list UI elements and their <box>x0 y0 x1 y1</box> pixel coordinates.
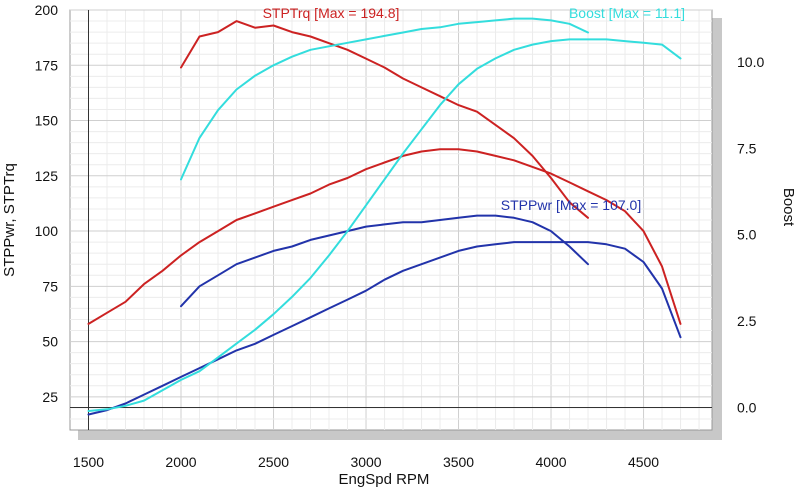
y-tick-label: 125 <box>35 168 59 184</box>
x-tick-label: 2000 <box>165 454 196 470</box>
y-tick-label: 150 <box>35 113 59 129</box>
y2-tick-label: 10.0 <box>737 54 764 70</box>
y-axis-title: STPPwr, STPTrq <box>1 163 18 277</box>
x-axis-title: EngSpd RPM <box>339 471 430 488</box>
x-tick-label: 1500 <box>73 454 104 470</box>
tick-labels: 1500 2000 2500 3000 3500 4000 4500 25 50 75 100 125… <box>35 2 765 470</box>
series-line-boost-run-2 <box>87 38 682 412</box>
series-line-stppwr <box>180 214 589 308</box>
y2-tick-label: 2.5 <box>737 313 757 329</box>
x-tick-label: 3500 <box>443 454 474 470</box>
y2-tick-label: 5.0 <box>737 227 757 243</box>
y2-tick-label: 7.5 <box>737 140 757 156</box>
y-tick-label: 75 <box>42 278 58 294</box>
x-tick-label: 4000 <box>535 454 566 470</box>
y-tick-label: 25 <box>42 389 58 405</box>
y-tick-label: 100 <box>35 223 59 239</box>
axis-lines <box>70 10 712 430</box>
y-tick-label: 200 <box>35 2 59 18</box>
series-group <box>87 17 682 416</box>
series-line-stppwr-run-2 <box>87 241 682 416</box>
x-tick-label: 3000 <box>350 454 381 470</box>
series-label-stppwr: STPPwr [Max = 107.0] <box>501 197 641 213</box>
x-tick-label: 2500 <box>258 454 289 470</box>
y2-tick-label: 0.0 <box>737 400 757 416</box>
series-line-stptrq <box>180 20 589 219</box>
y-tick-label: 175 <box>35 57 59 73</box>
series-line-boost <box>180 17 589 181</box>
x-tick-label: 4500 <box>628 454 659 470</box>
y2-axis-title: Boost <box>780 188 797 227</box>
y-tick-label: 50 <box>42 334 58 350</box>
series-label-boost: Boost [Max = 11.1] <box>569 5 685 21</box>
series-label-stptrq: STPTrq [Max = 194.8] <box>263 5 400 21</box>
series-line-stptrq-run-2 <box>87 148 682 325</box>
